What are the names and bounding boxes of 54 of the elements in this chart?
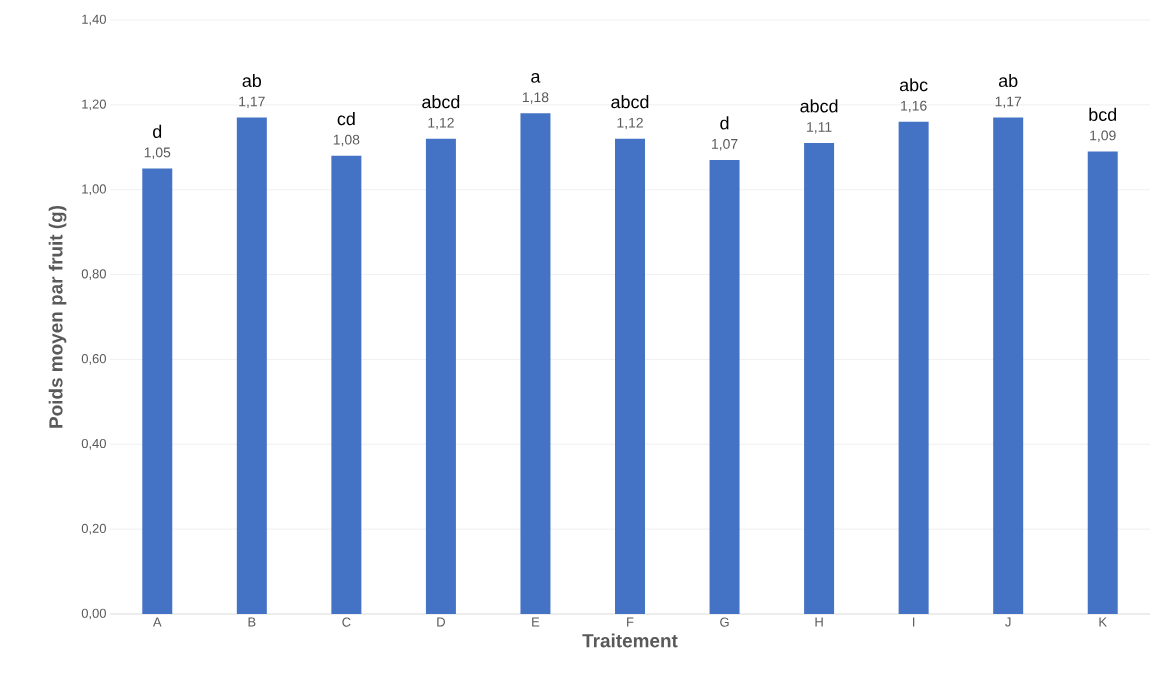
bar bbox=[331, 155, 362, 614]
x-axis-title: Traitement bbox=[582, 633, 678, 648]
y-tick-label: 0,40 bbox=[81, 438, 106, 450]
bar bbox=[898, 121, 929, 614]
x-tick-label: C bbox=[342, 617, 351, 627]
bar bbox=[1087, 151, 1118, 614]
y-axis-title: Poids moyen par fruit (g) bbox=[48, 205, 67, 428]
x-tick-label: J bbox=[1005, 617, 1011, 627]
y-tick-label: 0,00 bbox=[81, 608, 106, 620]
data-label: 1,18 bbox=[522, 92, 549, 104]
annotation: cd bbox=[337, 112, 355, 126]
data-label: 1,07 bbox=[712, 138, 738, 151]
y-tick-label: 1,20 bbox=[82, 99, 106, 111]
data-label: 1,05 bbox=[144, 147, 171, 159]
data-label: 1,12 bbox=[617, 117, 643, 130]
data-label: 1,11 bbox=[807, 122, 832, 134]
bar bbox=[142, 168, 173, 614]
annotation: a bbox=[531, 72, 541, 83]
annotation: d bbox=[153, 124, 162, 138]
data-label: 1,12 bbox=[428, 117, 454, 130]
data-label: 1,16 bbox=[901, 100, 927, 113]
annotation: d bbox=[720, 116, 729, 130]
y-tick-label: 0,20 bbox=[81, 523, 106, 535]
y-tick-label: 1,00 bbox=[82, 184, 106, 196]
x-tick-label: I bbox=[913, 617, 915, 627]
data-label: 1,09 bbox=[1090, 130, 1116, 142]
bar bbox=[615, 138, 645, 614]
bar bbox=[993, 117, 1024, 614]
y-tick-label: 0,60 bbox=[81, 354, 106, 365]
x-tick-label: E bbox=[532, 617, 540, 627]
bar bbox=[520, 113, 551, 614]
data-label: 1,17 bbox=[995, 96, 1022, 109]
y-tick-label: 1,40 bbox=[82, 14, 106, 26]
bar bbox=[236, 117, 267, 614]
x-tick-label: A bbox=[152, 617, 162, 627]
annotation: abcd bbox=[611, 95, 649, 109]
x-tick-label: F bbox=[627, 617, 634, 627]
annotation: abcd bbox=[800, 99, 838, 113]
bar bbox=[425, 138, 456, 614]
x-tick-label: H bbox=[815, 617, 823, 627]
annotation: ab bbox=[242, 73, 262, 88]
y-tick-label: 0,80 bbox=[81, 269, 106, 280]
data-label: 1,17 bbox=[239, 96, 265, 109]
bar bbox=[804, 143, 835, 614]
bar bbox=[709, 160, 740, 614]
x-tick-label: K bbox=[1099, 617, 1107, 627]
data-label: 1,08 bbox=[333, 134, 360, 147]
x-tick-label: B bbox=[248, 617, 256, 627]
annotation: bcd bbox=[1089, 107, 1117, 121]
x-tick-label: G bbox=[720, 617, 729, 627]
x-tick-label: D bbox=[437, 617, 445, 627]
annotation: ab bbox=[998, 73, 1018, 88]
annotation: abc bbox=[899, 78, 928, 92]
annotation: abcd bbox=[422, 95, 460, 109]
